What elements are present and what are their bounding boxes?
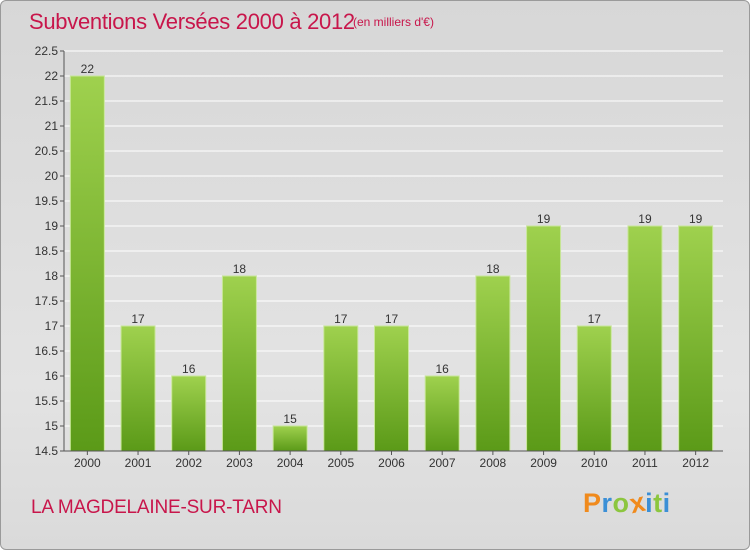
bar-2011 [627,225,663,452]
label-layer: 2000 22 2001 17 2002 16 2003 18 2004 15 2005 17 2006… [74,62,709,470]
data-label: 17 [385,312,399,326]
y-tick-label: 15 [45,419,59,433]
data-label: 16 [436,362,450,376]
bar-2002 [171,375,207,452]
commune-name: LA MAGDELAINE-SUR-TARN [31,497,282,518]
data-label: 19 [689,212,703,226]
x-tick-label: 2006 [378,456,405,470]
data-label: 17 [588,312,602,326]
logo-letter: i [662,488,671,518]
y-tick-label: 17 [45,319,59,333]
logo-letter: t [653,488,663,518]
bar-2009 [526,225,562,452]
y-tick-label: 22.5 [35,44,59,58]
x-tick-label: 2002 [175,456,202,470]
y-tick-label: 18.5 [35,244,59,258]
data-label: 17 [131,312,145,326]
data-label: 19 [638,212,652,226]
data-label: 18 [233,262,247,276]
x-tick-label: 2005 [327,456,354,470]
x-tick-label: 2004 [277,456,304,470]
x-tick-label: 2001 [125,456,152,470]
proxiti-logo[interactable]: Proxiti [583,487,671,520]
bar-layer [69,75,714,452]
y-tick-label: 22 [45,69,59,83]
x-tick-label: 2011 [632,456,658,470]
y-tick-label: 15.5 [35,394,59,408]
bar-2007 [424,375,460,452]
bar-2008 [475,275,511,452]
y-tick-label: 20.5 [35,144,59,158]
bar-2005 [323,325,359,452]
x-tick-label: 2012 [682,456,709,470]
y-tick-label: 19.5 [35,194,59,208]
data-label: 18 [486,262,500,276]
x-tick-label: 2010 [581,456,608,470]
y-tick-label: 20 [45,169,59,183]
data-label: 22 [81,62,95,76]
y-tick-label: 21.5 [35,94,59,108]
data-label: 17 [334,312,348,326]
bar-2001 [120,325,156,452]
bar-2010 [576,325,612,452]
y-tick-label: 18 [45,269,59,283]
unit-label: (en milliers d'€) [353,15,434,29]
y-tick-label: 14.5 [35,444,59,458]
y-tick-label: 21 [45,119,59,133]
logo-letter: r [601,488,613,518]
data-label: 16 [182,362,196,376]
logo-letter: P [583,488,602,518]
x-tick-label: 2000 [74,456,101,470]
bar-2004 [272,425,308,452]
logo-letter: i [645,488,654,518]
data-label: 15 [283,412,297,426]
bar-2012 [678,225,714,452]
y-tick-label: 16.5 [35,344,59,358]
bar-2006 [374,325,409,452]
x-tick-label: 2009 [530,456,557,470]
x-tick-label: 2007 [429,456,456,470]
y-tick-label: 16 [45,369,59,383]
bar-2000 [69,75,105,452]
logo-letter: o [612,488,630,518]
x-tick-label: 2003 [226,456,253,470]
axis-layer: 14.5 15 15.5 16 16.5 17 17.5 18 18.5 19 19.5 20 20.5… [35,44,723,458]
chart-title: Subventions Versées 2000 à 2012 [29,9,355,34]
x-tick-label: 2008 [480,456,507,470]
y-tick-label: 17.5 [35,294,59,308]
bar-2003 [221,275,257,452]
y-tick-label: 19 [45,219,59,233]
data-label: 19 [537,212,551,226]
